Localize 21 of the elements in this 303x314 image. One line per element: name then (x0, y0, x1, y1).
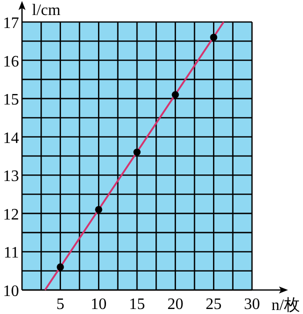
point (95, 206, 102, 214)
x-tick-label: 30 (244, 296, 260, 313)
x-tick-label: 10 (90, 296, 107, 313)
y-tick-label: 14 (3, 130, 19, 147)
y-tick-label: 16 (3, 53, 19, 70)
point (56, 263, 64, 271)
x-tick-label: 25 (206, 296, 222, 313)
x-tick-label: 20 (167, 296, 184, 313)
y-tick-label: 15 (3, 92, 19, 109)
point (133, 148, 141, 156)
y-tick-label: 11 (4, 244, 19, 262)
y-tick-label: 17 (3, 15, 19, 32)
x-axis-title: n/枚 (272, 297, 300, 314)
x-tick-label: 15 (129, 296, 145, 313)
point (172, 91, 179, 98)
x-tick-label: 5 (56, 296, 64, 313)
y-tick-label: 10 (3, 283, 19, 300)
y-tick-label: 13 (3, 168, 19, 186)
point (210, 34, 218, 41)
y-axis-title: l/cm (32, 2, 61, 19)
y-tick-label: 12 (3, 206, 19, 224)
